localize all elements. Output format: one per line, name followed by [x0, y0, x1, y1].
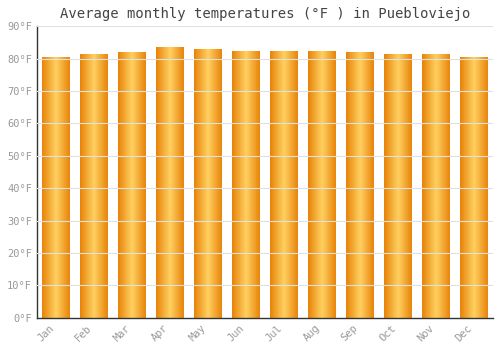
- Title: Average monthly temperatures (°F ) in Puebloviejo: Average monthly temperatures (°F ) in Pu…: [60, 7, 470, 21]
